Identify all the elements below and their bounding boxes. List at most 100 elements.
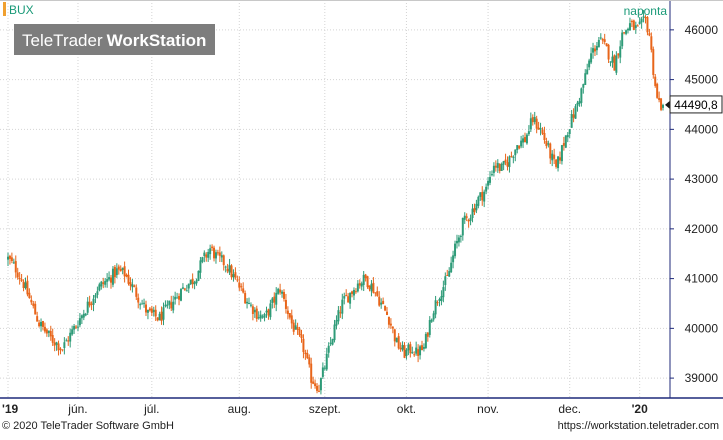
candle-body [75,326,78,328]
candle-body [265,310,268,313]
candle-body [387,316,390,325]
candle-body [28,292,31,299]
last-value-box [669,95,723,114]
candle-body [115,268,118,276]
candle-body [108,277,111,280]
candle-body [16,272,19,278]
candle-body [281,291,284,294]
candle-body [121,267,124,271]
candle-body [496,162,499,168]
candle-body [477,196,480,206]
candle-body [617,53,620,56]
candle-body [308,357,311,365]
x-tick-label: okt. [397,402,416,416]
candle-body [191,278,194,285]
candle-body [104,280,107,285]
candle-body [261,316,264,318]
candle-body [174,296,177,300]
candle-body [214,252,217,259]
candle-body [154,309,157,317]
candle-body [139,304,142,306]
candle-body [419,346,422,356]
candle-body [55,342,58,345]
candle-body [195,280,198,284]
candle-body [455,240,458,244]
candle-body [249,304,252,306]
candle-body [327,345,330,353]
candle-body [98,284,101,291]
candle-body [625,30,628,34]
candle-body [512,156,515,158]
candle-body [339,312,342,314]
candle-body [613,55,616,71]
candle-body [71,329,74,335]
candle-body [183,288,186,290]
candle-body [294,325,297,330]
x-tick-label: '20 [632,402,649,416]
candle-body [599,37,602,39]
candle-body [94,295,97,298]
candle-body [78,318,81,326]
candle-body [12,262,15,264]
candle-body [236,279,239,281]
candle-body [527,131,530,135]
source-url: https://workstation.teletrader.com [557,420,719,432]
candle-body [218,252,221,256]
candle-body [148,308,151,311]
candle-body [133,285,136,287]
candle-body [111,268,114,285]
candle-body [300,334,303,339]
y-tick-label: 39000 [685,371,719,385]
candle-body [319,378,322,391]
candle-body [269,303,272,318]
candle-body [471,208,474,219]
candles [7,10,664,395]
x-tick-labels: '19 jún. júl. aug. szept. okt. nov. dec. '20 [2,402,648,416]
candle-body [277,288,280,294]
candle-body [67,340,70,342]
candle-body [306,353,309,359]
candle-body [430,319,433,322]
candle-body [162,307,165,320]
candle-body [234,272,237,278]
candle-body [302,338,305,353]
candle-body [172,301,175,311]
candle-body [555,159,558,167]
candle-body [168,300,171,305]
candle-body [246,301,249,304]
candle-body [347,296,350,303]
candle-body [522,138,525,143]
candle-body [372,282,375,293]
candle-body [529,118,532,130]
candle-body [333,324,336,341]
candle-body [224,266,227,268]
candle-body [623,32,626,34]
x-tick-label: szept. [309,402,341,416]
candle-body [7,256,9,260]
candle-body [500,163,503,171]
candle-body [352,289,355,296]
candle-body [628,23,631,31]
candle-body [426,332,429,337]
candle-body [290,315,293,324]
candle-body [592,48,595,53]
y-tick-labels: 39000 40000 41000 42000 43000 44000 45000 46000 [670,23,718,385]
candle-body [506,162,509,167]
candle-body [96,291,99,295]
candle-body [131,284,134,288]
candle-body [483,191,486,202]
candle-body [341,299,344,314]
candle-body [627,28,630,31]
candle-body [473,207,476,213]
candle-body [158,313,161,321]
candle-body [80,315,83,319]
candle-body [652,49,655,75]
candle-body [317,390,320,392]
x-tick-label: jún. [67,402,87,416]
candle-body [648,33,651,36]
watermark-box [14,24,215,55]
watermark-bold: WorkStation [107,31,207,50]
candle-body [296,327,299,330]
candle-body [609,61,612,63]
candle-body [463,215,466,220]
